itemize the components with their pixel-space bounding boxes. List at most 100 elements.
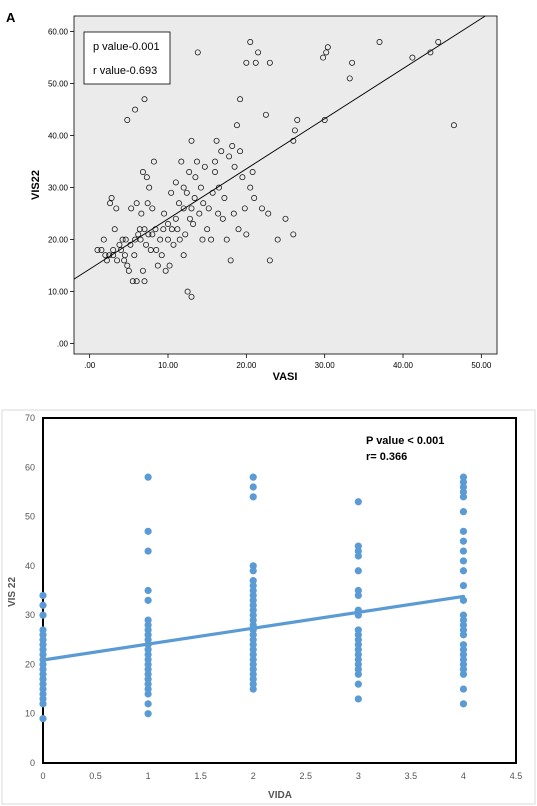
panel-a-point [158,252,165,259]
panel-b-point [459,646,468,654]
panel-a-point [100,236,107,243]
panel-b-point [459,626,468,634]
panel-a-y-ticks: .00 10.00 20.00 30.00 40.00 50.00 60.00 [48,28,74,349]
panel-b-y-axis-label: VIS 22 [7,577,18,607]
panel-a-point [291,127,298,134]
panel-a-x-tick-label: 40.00 [393,361,414,370]
panel-a-point [239,174,246,181]
panel-b-point [354,631,362,639]
panel-a-point [174,226,181,233]
panel-a-point [255,49,262,56]
panel-a-point [186,215,193,222]
panel-b-point [249,626,257,634]
panel-b-plot-area [42,417,517,764]
panel-a-point [129,278,136,285]
panel-a-point [162,267,169,274]
panel-b-point [39,685,47,693]
panel-b-point [249,655,257,664]
panel-b-point [144,655,152,664]
panel-a-point [138,210,145,217]
panel-a-point [180,205,187,212]
panel-a-point [141,96,148,103]
panel-b-point [459,616,468,624]
panel-a-y-tick-label: 20.00 [48,236,69,245]
panel-a-point [160,226,167,233]
panel-a-point [136,226,143,233]
panel-b-point [39,611,47,619]
panel-a-point [282,215,289,222]
panel-a-point [116,241,123,248]
panel-b-point [144,660,152,669]
panel-b-point [144,646,152,654]
panel-b-point [249,636,257,644]
panel-b-y-tick-label: 60 [25,462,35,472]
panel-a-point [274,236,281,243]
panel-b-point [459,660,468,669]
panel-a-annotation-box [83,31,171,85]
panel-b-point [144,641,152,649]
panel-a-point [107,200,113,207]
panel-b-point [459,700,468,708]
panel-a-point [114,257,121,264]
panel-a-point [161,210,168,217]
panel-b-y-tick-label: 50 [25,512,35,522]
panel-a-point [188,293,195,300]
panel-a-point [124,117,131,123]
panel-b-point [354,606,362,614]
panel-b-point [249,660,257,669]
panel-a-y-tick-label: 40.00 [48,132,69,141]
panel-a-point [237,96,244,103]
panel-b-point [354,646,362,654]
panel-a-point [247,39,254,45]
panel-b-y-tick-label: 10 [25,709,35,719]
panel-a-x-tick-label: .00 [84,361,96,370]
panel-a-y-axis-label: VIS22 [30,170,42,200]
panel-a-point [124,262,131,269]
panel-a-point [208,236,215,243]
panel-b-point [249,586,257,595]
panel-a-point [247,184,254,191]
panel-a-point [190,221,197,227]
panel-a-point [137,236,144,243]
panel-a-point [346,75,353,82]
panel-a-point [243,59,250,66]
panel-b-point [459,631,468,639]
panel-b-point [249,581,257,590]
panel-a-fit-line [73,15,486,280]
panel-b-point [144,586,152,595]
panel-a-point [183,189,190,196]
panel-b-point [459,478,468,486]
panel-a-point [194,158,200,165]
panel-a-point [191,195,198,201]
panel-a-point [349,59,356,66]
panel-a-point [165,236,171,243]
panel-a-point [265,210,272,217]
panel-b-point [249,670,257,678]
panel-b-x-tick-label: 0.5 [89,771,102,781]
panel-b-y-tick-label: 20 [25,659,35,669]
panel-b-point [459,611,468,619]
panel-b-point [39,665,47,673]
panel-a-point [194,49,201,56]
panel-b-r-value: r= 0.366 [366,451,407,463]
panel-b-point [459,488,468,496]
panel-b-point [354,586,362,595]
panel-b-point [39,690,47,698]
panel-b-point [39,675,47,683]
panel-a-r-value: r value-0.693 [93,65,157,77]
panel-b-y-ticks: 0 10 20 30 40 50 60 70 [25,413,35,768]
panel-b-point [39,695,47,703]
panel-b-y-tick-label: 30 [25,610,35,620]
panel-b-point [354,626,362,634]
panel-b-point [249,611,257,619]
panel-b-y-tick-label: 40 [25,561,35,571]
panel-b-point [459,670,468,678]
panel-b-point [39,626,47,634]
panel-b-point [39,591,47,600]
panel-a-point [218,148,225,155]
panel-a-point [230,210,237,217]
panel-a-fit-line-group [73,15,486,280]
panel-b-x-tick-label: 3 [356,771,361,781]
panel-a-point [197,184,204,191]
panel-a-point [180,184,187,191]
